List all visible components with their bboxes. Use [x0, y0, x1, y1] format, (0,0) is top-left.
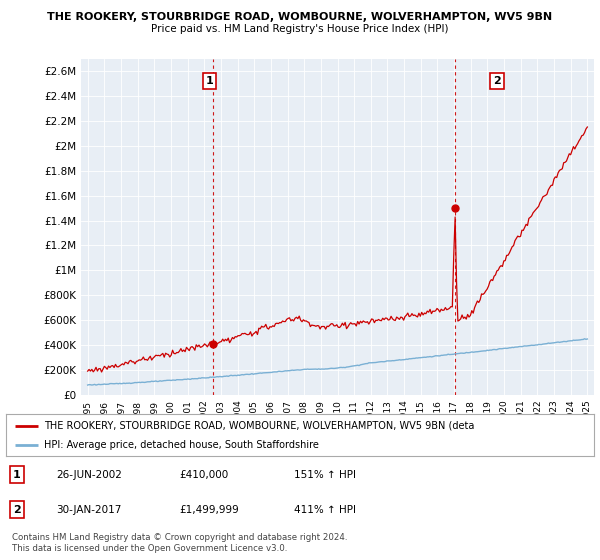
Text: Price paid vs. HM Land Registry's House Price Index (HPI): Price paid vs. HM Land Registry's House … — [151, 24, 449, 34]
Text: 1: 1 — [13, 470, 20, 479]
Text: HPI: Average price, detached house, South Staffordshire: HPI: Average price, detached house, Sout… — [44, 440, 319, 450]
Text: THE ROOKERY, STOURBRIDGE ROAD, WOMBOURNE, WOLVERHAMPTON, WV5 9BN: THE ROOKERY, STOURBRIDGE ROAD, WOMBOURNE… — [47, 12, 553, 22]
Text: 26-JUN-2002: 26-JUN-2002 — [56, 470, 122, 479]
Text: 2: 2 — [493, 76, 501, 86]
Text: 30-JAN-2017: 30-JAN-2017 — [56, 505, 121, 515]
Text: Contains HM Land Registry data © Crown copyright and database right 2024.
This d: Contains HM Land Registry data © Crown c… — [12, 533, 347, 553]
Text: THE ROOKERY, STOURBRIDGE ROAD, WOMBOURNE, WOLVERHAMPTON, WV5 9BN (deta: THE ROOKERY, STOURBRIDGE ROAD, WOMBOURNE… — [44, 421, 475, 431]
Text: 1: 1 — [205, 76, 213, 86]
Text: £410,000: £410,000 — [179, 470, 229, 479]
Text: £1,499,999: £1,499,999 — [179, 505, 239, 515]
Text: 2: 2 — [13, 505, 20, 515]
Text: 151% ↑ HPI: 151% ↑ HPI — [294, 470, 356, 479]
Text: 411% ↑ HPI: 411% ↑ HPI — [294, 505, 356, 515]
